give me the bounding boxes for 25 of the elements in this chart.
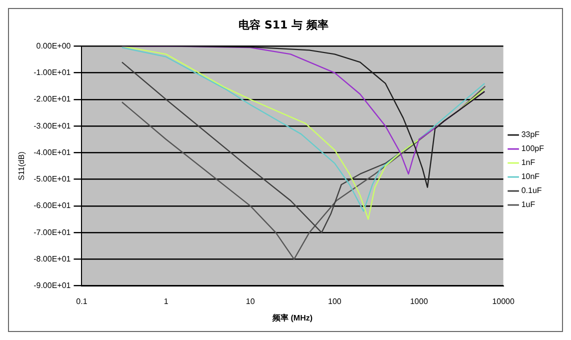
y-tick-label: -4.00E+01 [34,148,72,157]
y-tick-label: 0.00E+00 [36,41,72,50]
y-tick-label: -8.00E+01 [34,254,72,264]
x-axis-title: 频率 (MHz) [272,312,313,322]
legend-label: 1uF [521,200,536,210]
x-tick-label: 100 [328,296,342,306]
y-tick-label: -5.00E+01 [34,174,72,184]
x-tick-label: 10000 [492,296,515,306]
x-tick-label: 1 [164,296,169,306]
y-tick-label: -2.00E+01 [34,94,72,104]
legend-label: 10nF [521,172,540,182]
chart-title: 电容 S11 与 频率 [238,18,328,32]
x-tick-label: 0.1 [76,296,88,306]
y-tick-label: -3.00E+01 [34,121,72,130]
y-tick-label: -6.00E+01 [34,201,72,210]
legend-label: 1nF [521,158,536,168]
y-tick-label: -1.00E+01 [34,68,72,78]
y-tick-label: -9.00E+01 [34,281,72,290]
y-axis-title: S11(dB) [17,151,26,180]
x-tick-label: 10 [246,296,256,306]
legend-label: 33pF [521,130,540,140]
y-tick-label: -7.00E+01 [34,228,72,237]
x-tick-label: 1000 [410,296,428,306]
legend-label: 0.1uF [521,186,542,196]
legend-label: 100pF [521,144,544,154]
